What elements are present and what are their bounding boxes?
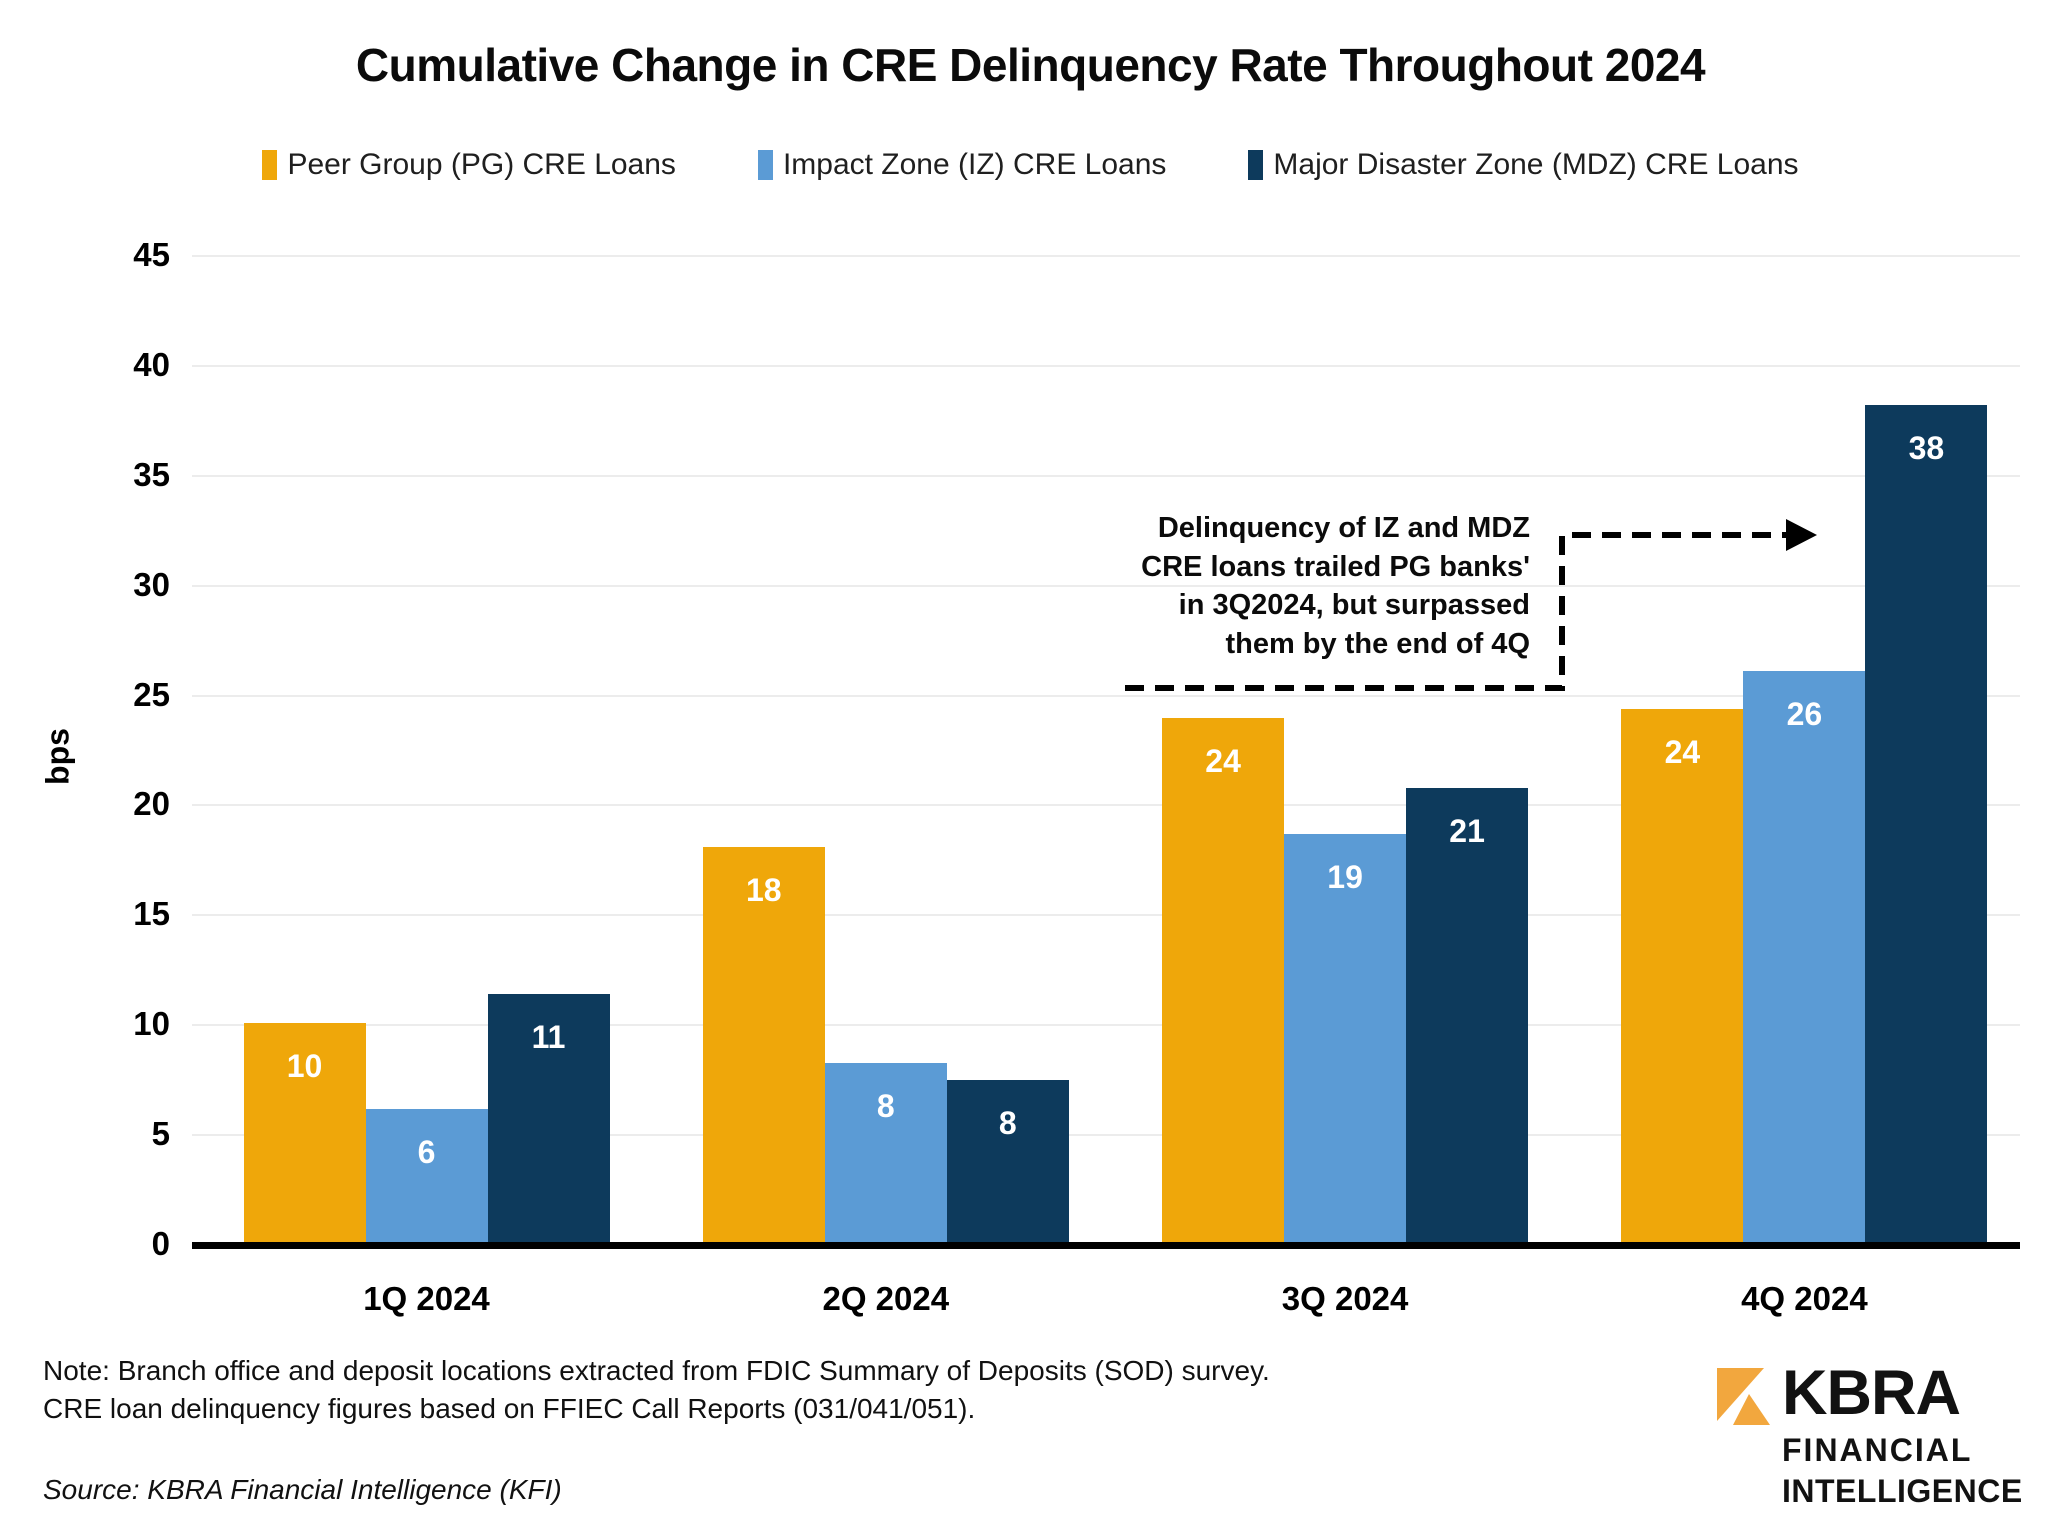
gridline-40 bbox=[192, 364, 2020, 367]
kbra-logo: KBRA FINANCIAL INTELLIGENCE bbox=[1717, 1362, 2023, 1510]
bar-mdz-2q2024 bbox=[946, 1080, 1069, 1245]
legend-label-mdz: Major Disaster Zone (MDZ) CRE Loans bbox=[1273, 148, 1799, 181]
gridline-5 bbox=[192, 1134, 2020, 1137]
kbra-intelligence-label: INTELLIGENCE bbox=[1782, 1473, 2023, 1509]
x-axis-label-2q2024: 2Q 2024 bbox=[822, 1280, 950, 1317]
bar-pg-3q2024 bbox=[1162, 717, 1285, 1245]
gridline-20 bbox=[192, 804, 2020, 807]
y-axis-tick-label: 35 bbox=[133, 455, 170, 493]
bar-value-label-pg-3q2024: 24 bbox=[1205, 742, 1241, 779]
x-axis-label-4q2024: 4Q 2024 bbox=[1741, 1280, 1868, 1317]
page-title: Cumulative Change in CRE Delinquency Rat… bbox=[355, 39, 1706, 91]
bar-value-label-pg-1q2024: 10 bbox=[286, 1048, 323, 1085]
bar-iz-2q2024 bbox=[824, 1062, 947, 1245]
y-axis-tick-label: 45 bbox=[133, 236, 170, 273]
gridline-15 bbox=[192, 914, 2020, 917]
annotation-line-4: them by the end of 4Q bbox=[1225, 627, 1530, 660]
y-axis-tick-label: 5 bbox=[151, 1115, 170, 1153]
annotation-line-3: in 3Q2024, but surpassed bbox=[1178, 589, 1530, 621]
y-axis-tick-label: 0 bbox=[151, 1225, 170, 1262]
annotation-line-1: Delinquency of IZ and MDZ bbox=[1157, 512, 1530, 544]
legend: Peer Group (PG) CRE Loans Impact Zone (IZ… bbox=[0, 148, 2061, 182]
y-axis-tick-label: 10 bbox=[133, 1005, 170, 1043]
bar-value-label-iz-2q2024: 8 bbox=[876, 1087, 895, 1124]
bar-pg-4q2024 bbox=[1621, 708, 1744, 1245]
bar-pg-1q2024 bbox=[243, 1023, 366, 1245]
bar-value-label-pg-2q2024: 18 bbox=[746, 872, 782, 909]
y-axis-tick-label: 40 bbox=[133, 345, 170, 383]
legend-swatch-iz bbox=[757, 150, 773, 180]
legend-swatch-mdz bbox=[1248, 150, 1264, 180]
legend-item-mdz: Major Disaster Zone (MDZ) CRE Loans bbox=[1248, 148, 1799, 182]
gridline-10 bbox=[192, 1024, 2020, 1027]
annotation-text: Delinquency of IZ and MDZ CRE loans trail… bbox=[970, 509, 1530, 663]
y-axis-title: bps bbox=[39, 728, 76, 785]
kbra-logo-text: KBRA FINANCIAL INTELLIGENCE bbox=[1782, 1362, 2023, 1510]
footnotes: Note: Branch office and deposit location… bbox=[43, 1352, 1270, 1428]
gridline-30 bbox=[192, 584, 2020, 587]
x-axis-label-3q2024: 3Q 2024 bbox=[1281, 1280, 1409, 1317]
bar-value-label-mdz-2q2024: 8 bbox=[998, 1105, 1017, 1142]
gridline-25 bbox=[192, 694, 2020, 697]
y-axis-tick-label: 20 bbox=[133, 785, 170, 823]
bar-value-label-iz-1q2024: 6 bbox=[417, 1133, 436, 1170]
y-axis-tick-label: 15 bbox=[133, 895, 170, 933]
source-text: Source: KBRA Financial Intelligence (KFI… bbox=[43, 1474, 562, 1505]
legend-swatch-pg bbox=[262, 150, 278, 180]
bar-mdz-3q2024 bbox=[1406, 787, 1529, 1245]
bar-pg-2q2024 bbox=[702, 847, 825, 1245]
bar-iz-1q2024 bbox=[365, 1108, 488, 1245]
bar-value-label-pg-4q2024: 24 bbox=[1664, 733, 1701, 770]
bar-value-label-mdz-1q2024: 11 bbox=[531, 1019, 566, 1056]
legend-item-iz: Impact Zone (IZ) CRE Loans bbox=[757, 148, 1167, 182]
bar-value-label-iz-3q2024: 19 bbox=[1327, 859, 1363, 895]
bar-value-label-mdz-3q2024: 21 bbox=[1449, 812, 1485, 849]
y-axis-tick-label: 25 bbox=[133, 675, 170, 713]
legend-item-pg: Peer Group (PG) CRE Loans bbox=[262, 148, 676, 182]
kbra-financial-label: FINANCIAL bbox=[1782, 1432, 1973, 1468]
legend-label-pg: Peer Group (PG) CRE Loans bbox=[287, 148, 676, 181]
bar-value-label-mdz-4q2024: 38 bbox=[1908, 430, 1945, 467]
x-axis-label-1q2024: 1Q 2024 bbox=[363, 1280, 490, 1317]
bar-iz-3q2024 bbox=[1284, 834, 1407, 1245]
x-axis-line bbox=[192, 1242, 2020, 1249]
kbra-logo-mark bbox=[1717, 1368, 1770, 1425]
legend-label-iz: Impact Zone (IZ) CRE Loans bbox=[782, 148, 1167, 181]
bar-mdz-4q2024 bbox=[1865, 405, 1988, 1245]
y-axis-tick-label: 30 bbox=[133, 565, 170, 603]
bar-value-label-iz-4q2024: 26 bbox=[1786, 696, 1823, 733]
gridline-35 bbox=[192, 474, 2020, 477]
note-line-2: CRE loan delinquency figures based on FF… bbox=[43, 1393, 976, 1424]
annotation-line-2: CRE loans trailed PG banks' bbox=[1141, 550, 1530, 583]
bar-iz-4q2024 bbox=[1743, 671, 1866, 1245]
note-line-1: Note: Branch office and deposit location… bbox=[43, 1355, 1270, 1386]
bar-mdz-1q2024 bbox=[487, 994, 610, 1245]
kbra-wordmark: KBRA bbox=[1782, 1358, 1961, 1428]
gridline-45 bbox=[192, 255, 2020, 257]
